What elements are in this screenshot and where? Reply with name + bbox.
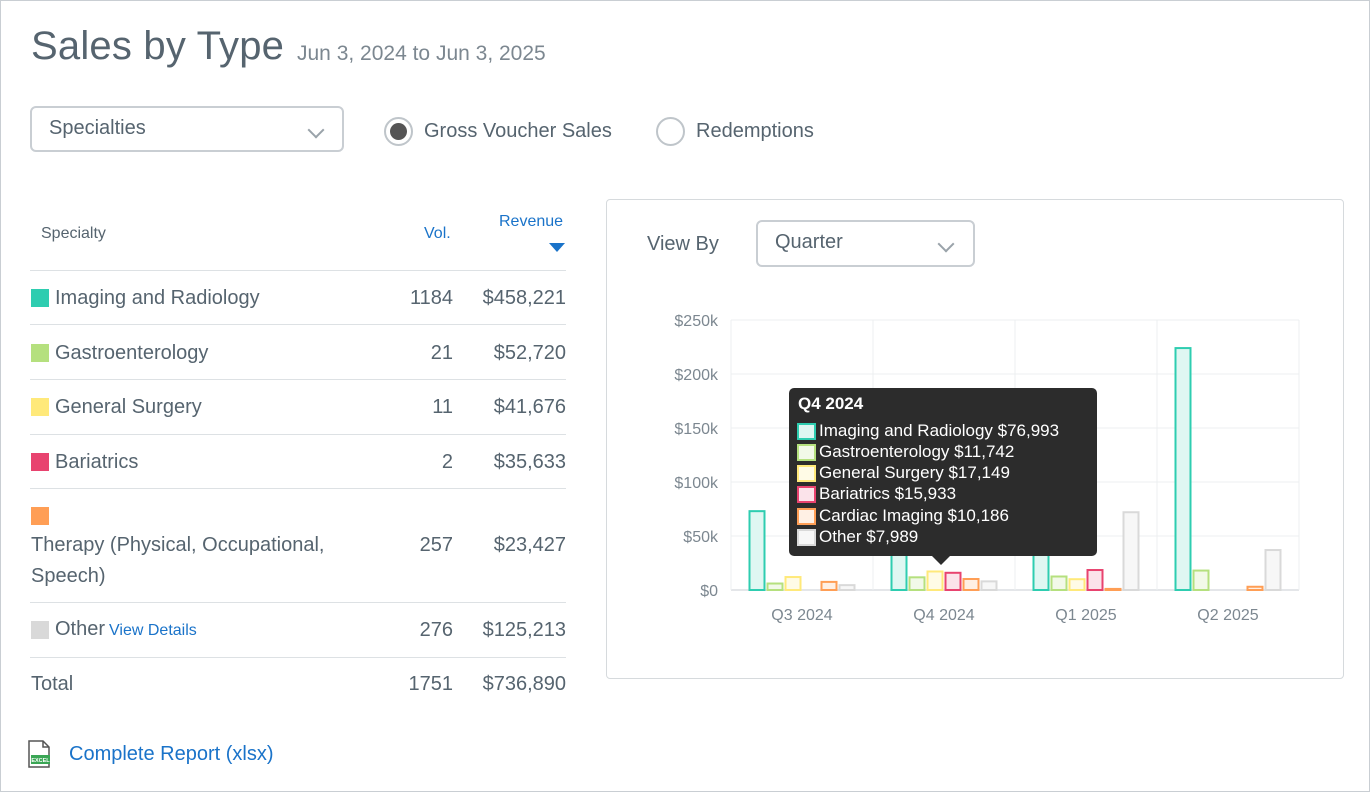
- legend-swatch: [31, 344, 49, 362]
- table-row-name: Bariatrics: [55, 451, 139, 473]
- legend-swatch: [31, 621, 49, 639]
- table-row-name: Imaging and Radiology: [55, 287, 260, 309]
- radio-gross-voucher-sales[interactable]: Gross Voucher Sales: [384, 117, 612, 146]
- view-details-link[interactable]: View Details: [109, 622, 197, 639]
- chevron-down-icon: [937, 235, 955, 253]
- total-label: Total: [31, 673, 74, 695]
- excel-icon-text: EXCEL: [31, 758, 50, 764]
- sort-down-icon[interactable]: [549, 243, 565, 252]
- tooltip-item-text: Gastroenterology $11,742: [819, 442, 1015, 461]
- tooltip-item-text: Bariatrics $15,933: [819, 484, 957, 503]
- divider: [30, 434, 566, 435]
- complete-report-label: Complete Report (xlsx): [69, 742, 274, 765]
- radio-redemptions[interactable]: Redemptions: [656, 117, 814, 146]
- table-row-name: General Surgery: [55, 396, 202, 418]
- table-row-name-text: Other: [55, 618, 106, 640]
- divider: [30, 602, 566, 603]
- tooltip-item: General Surgery $17,149: [797, 463, 1010, 483]
- tooltip-swatch: [797, 507, 816, 525]
- chart-tooltip: Q4 2024 Imaging and Radiology $76,993 Ga…: [789, 388, 1097, 565]
- page-title: Sales by Type: [31, 24, 285, 68]
- view-by-label: View By: [647, 233, 719, 255]
- category-select-value: Specialties: [49, 117, 146, 139]
- tooltip-swatch: [797, 485, 816, 503]
- radio-checked-icon[interactable]: [384, 117, 413, 146]
- tooltip-item-text: Other $7,989: [819, 527, 919, 546]
- tooltip-item-text: Cardiac Imaging $10,186: [819, 506, 1009, 525]
- table-row-revenue: $52,720: [493, 342, 566, 364]
- chevron-down-icon: [307, 121, 325, 139]
- view-by-select-value: Quarter: [775, 231, 843, 253]
- tooltip-title: Q4 2024: [798, 394, 864, 413]
- table-row-revenue: $41,676: [493, 396, 566, 418]
- table-row-vol: 1184: [409, 287, 453, 309]
- tooltip-swatch: [797, 443, 816, 461]
- category-select[interactable]: Specialties: [30, 106, 344, 152]
- table-row-vol: 276: [419, 619, 453, 641]
- tooltip-item: Bariatrics $15,933: [797, 484, 956, 504]
- tooltip-swatch: [797, 528, 816, 546]
- table-row-revenue: $458,221: [482, 287, 566, 309]
- radio-label: Gross Voucher Sales: [424, 120, 612, 142]
- legend-swatch: [31, 398, 49, 416]
- complete-report-link[interactable]: EXCEL Complete Report (xlsx): [26, 740, 274, 768]
- table-row-name: Other View Details: [55, 618, 197, 641]
- column-header-vol[interactable]: Vol.: [424, 225, 451, 242]
- tooltip-swatch: [797, 464, 816, 482]
- total-vol: 1751: [408, 673, 454, 695]
- table-row-name-line2: Speech): [31, 565, 106, 587]
- excel-file-icon: EXCEL: [26, 740, 52, 768]
- legend-swatch: [31, 507, 49, 525]
- radio-label: Redemptions: [696, 120, 814, 142]
- table-row-vol: 257: [419, 534, 453, 556]
- divider: [30, 488, 566, 489]
- table-row-vol: 11: [432, 396, 453, 418]
- date-range: Jun 3, 2024 to Jun 3, 2025: [297, 42, 546, 65]
- legend-swatch: [31, 453, 49, 471]
- tooltip-item-text: General Surgery $17,149: [819, 463, 1010, 482]
- table-row-revenue: $125,213: [482, 619, 566, 641]
- table-row-vol: 2: [441, 451, 453, 473]
- tooltip-item: Imaging and Radiology $76,993: [797, 421, 1059, 441]
- divider: [30, 379, 566, 380]
- divider: [30, 657, 566, 658]
- divider: [30, 324, 566, 325]
- table-row-revenue: $23,427: [493, 534, 566, 556]
- total-revenue: $736,890: [482, 673, 566, 695]
- tooltip-item: Gastroenterology $11,742: [797, 442, 1014, 462]
- table-row-name: Gastroenterology: [55, 342, 209, 364]
- tooltip-swatch: [797, 422, 816, 440]
- column-header-revenue[interactable]: Revenue: [499, 213, 564, 230]
- tooltip-item: Other $7,989: [797, 527, 918, 547]
- tooltip-item-text: Imaging and Radiology $76,993: [819, 421, 1060, 440]
- table-row-revenue: $35,633: [493, 451, 566, 473]
- table-row-vol: 21: [430, 342, 453, 364]
- legend-swatch: [31, 289, 49, 307]
- table-row-name-line1: Therapy (Physical, Occupational,: [31, 534, 325, 556]
- tooltip-item: Cardiac Imaging $10,186: [797, 506, 1009, 526]
- divider: [30, 270, 566, 271]
- column-header-specialty: Specialty: [41, 225, 106, 242]
- view-by-select[interactable]: Quarter: [756, 220, 975, 267]
- radio-unchecked-icon[interactable]: [656, 117, 685, 146]
